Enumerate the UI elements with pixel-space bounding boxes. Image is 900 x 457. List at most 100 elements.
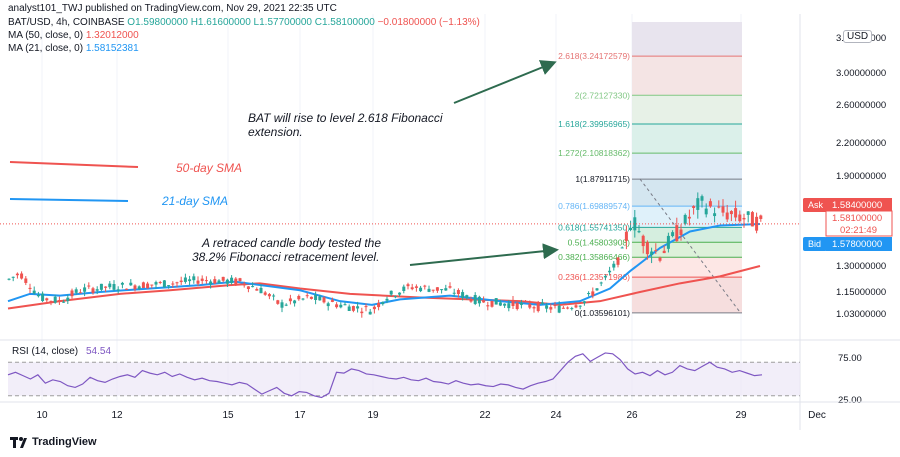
price-axis-label: 1.15000000 — [836, 287, 886, 298]
candle-body — [238, 278, 242, 282]
rsi-value: 54.54 — [86, 346, 111, 357]
time-axis-label: Dec — [808, 410, 826, 421]
fib-trend-line — [639, 178, 741, 313]
candle-body — [213, 279, 217, 284]
candle-body — [53, 296, 57, 303]
candle-body — [645, 242, 649, 255]
candle-body — [360, 311, 364, 314]
candle-body — [545, 305, 549, 309]
candle-body — [246, 286, 250, 290]
candle-body — [28, 287, 32, 289]
candle-body — [465, 295, 469, 298]
price-axis-label: 3.00000000 — [836, 68, 886, 79]
ask-price: 1.58400000 — [832, 200, 882, 211]
candle-body — [641, 235, 645, 247]
ask-label-bg2 — [803, 198, 827, 212]
candle-body — [398, 292, 402, 295]
candle-body — [309, 296, 313, 299]
candle-body — [74, 289, 78, 293]
candles-group — [7, 192, 763, 318]
candle-body — [322, 297, 326, 303]
candle-body — [629, 227, 633, 230]
candle-body — [725, 212, 729, 220]
candle-body — [608, 270, 612, 273]
time-axis-label: 22 — [479, 410, 491, 421]
candle-body — [389, 290, 393, 295]
candle-body — [410, 287, 414, 290]
candle-body — [444, 288, 448, 291]
ma50-legend[interactable]: MA (50, close, 0) 1.32012000 — [8, 30, 139, 41]
candle-body — [461, 292, 465, 298]
candle-body — [230, 277, 234, 283]
time-axis-label: 15 — [222, 410, 234, 421]
fib-zone — [632, 153, 742, 180]
bid-label: Bid — [808, 239, 821, 249]
candle-body — [62, 301, 66, 303]
candle-body — [293, 300, 297, 304]
candle-body — [570, 308, 574, 310]
candle-body — [574, 305, 578, 308]
candle-body — [141, 282, 145, 289]
open-value: O1.59800000 — [127, 17, 188, 28]
candle-body — [633, 217, 637, 231]
candle-body — [662, 250, 666, 254]
candle-body — [675, 225, 679, 242]
annotation-fib-extension: BAT will rise to level 2.618 Fibonacci ex… — [248, 111, 443, 139]
candle-body — [591, 291, 595, 296]
candle-body — [553, 304, 557, 306]
candle-body — [15, 273, 19, 276]
candle-body — [448, 286, 452, 288]
fib-level-label: 1.272(2.10818362) — [558, 148, 630, 158]
candle-body — [494, 298, 498, 305]
candle-body — [423, 285, 427, 287]
fib-level-label: 1(1.87911715) — [575, 174, 630, 184]
ask-price-bg — [826, 198, 892, 212]
time-axis-label: 29 — [735, 410, 747, 421]
candle-body — [713, 213, 717, 217]
candle-body — [469, 298, 473, 302]
time-axis-label: 24 — [550, 410, 562, 421]
candle-body — [263, 292, 267, 295]
currency-button[interactable]: USD — [843, 30, 873, 43]
candle-body — [582, 301, 586, 303]
candle-body — [759, 215, 763, 219]
candle-body — [343, 304, 347, 306]
fib-level-label: 0(1.03596101) — [575, 308, 630, 318]
ask-label: Ask — [808, 200, 824, 210]
candle-body — [217, 280, 221, 284]
candle-body — [498, 302, 502, 306]
candle-body — [95, 289, 99, 291]
high-value: H1.61600000 — [190, 17, 251, 28]
fib-top-zone — [632, 22, 742, 57]
candle-body — [540, 302, 544, 304]
bid-label-bg — [803, 237, 827, 251]
candle-body — [637, 231, 641, 233]
candle-body — [280, 302, 284, 308]
candle-body — [288, 298, 292, 302]
candle-body — [431, 289, 435, 291]
legend-ma50-label: 50-day SMA — [176, 161, 242, 175]
candle-body — [32, 290, 36, 294]
candle-body — [36, 294, 40, 297]
candle-body — [225, 279, 229, 284]
candle-body — [687, 216, 691, 219]
candle-body — [162, 280, 166, 288]
candle-body — [435, 287, 439, 291]
ma21-legend[interactable]: MA (21, close, 0) 1.58152381 — [8, 43, 139, 54]
candle-body — [524, 301, 528, 303]
candle-body — [692, 206, 696, 208]
candle-body — [368, 311, 372, 315]
candle-body — [24, 278, 28, 283]
fib-level-label: 0.382(1.35866466) — [558, 252, 630, 262]
ma50-value: 1.32012000 — [85, 30, 139, 41]
candle-body — [91, 288, 95, 293]
candle-body — [372, 306, 376, 310]
candle-body — [196, 280, 200, 284]
candle-body — [297, 296, 301, 300]
candle-body — [7, 278, 11, 280]
candle-body — [209, 281, 213, 285]
tradingview-brand[interactable]: TradingView — [10, 436, 97, 448]
candle-body — [339, 304, 343, 308]
annotation-arrow-right — [409, 243, 559, 266]
candle-body — [259, 287, 263, 294]
